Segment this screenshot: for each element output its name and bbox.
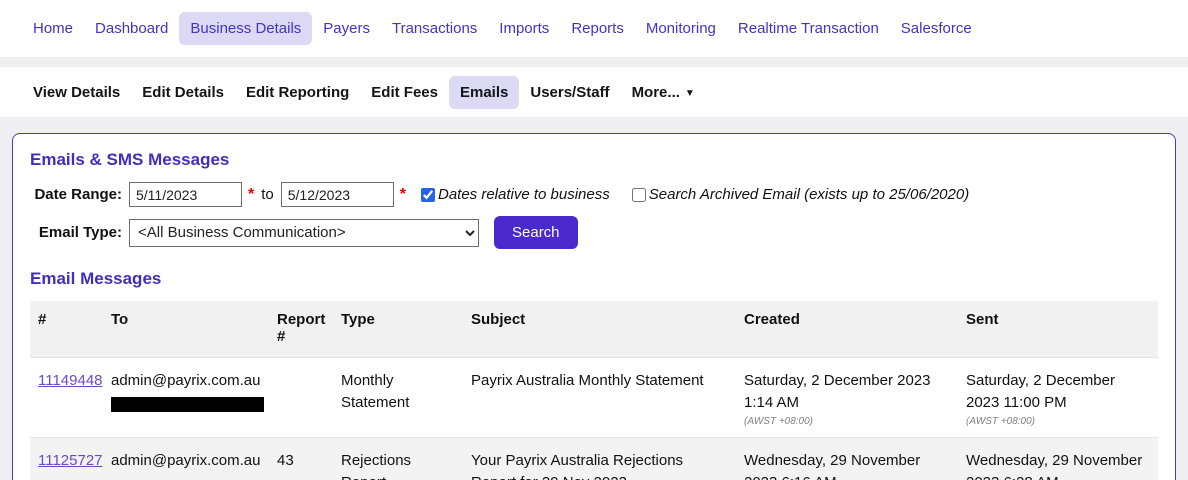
cell-created: Saturday, 2 December 2023 1:14 AM — [744, 372, 931, 411]
cell-to: admin@payrix.com.au — [111, 372, 261, 389]
checkbox-label[interactable]: Search Archived Email (exists up to 25/0… — [648, 186, 970, 203]
checkbox-group: Dates relative to business Search Archive… — [413, 186, 969, 203]
top-nav-item-realtime-transaction[interactable]: Realtime Transaction — [737, 20, 879, 37]
checkbox-label[interactable]: Dates relative to business — [437, 186, 610, 203]
column-header-type: Type — [341, 311, 375, 328]
sub-nav-item-edit-fees[interactable]: Edit Fees — [371, 83, 438, 101]
email-messages-title: Email Messages — [30, 269, 162, 288]
panel-title: Emails & SMS Messages — [30, 150, 230, 169]
cell-sent: Saturday, 2 December 2023 11:00 PM — [966, 372, 1115, 411]
cell-report-number — [269, 357, 333, 438]
top-nav-item-salesforce[interactable]: Salesforce — [900, 20, 972, 37]
top-nav-item-business-details[interactable]: Business Details — [179, 12, 313, 45]
required-marker: * — [248, 185, 255, 203]
table-header-row: # To Report # Type Subject Created Sent — [30, 301, 1158, 358]
column-header-report: Report # — [277, 311, 326, 345]
sub-nav-item-edit-reporting[interactable]: Edit Reporting — [245, 83, 350, 101]
email-messages-table: # To Report # Type Subject Created Sent 111494… — [30, 301, 1158, 480]
date-range-label: Date Range: — [34, 186, 122, 203]
redacted-recipient — [111, 396, 264, 412]
emails-sms-panel: Emails & SMS Messages Date Range: * to *… — [12, 133, 1176, 480]
message-id-link[interactable]: 11149448 — [38, 372, 103, 389]
date-range-row: Date Range: * to * Dates relative to bus… — [30, 182, 1158, 207]
dates-relative-to-business-checkbox[interactable] — [420, 187, 435, 202]
cell-report-number: 43 — [269, 437, 333, 480]
column-header-: # — [38, 311, 47, 328]
top-nav-item-dashboard[interactable]: Dashboard — [95, 20, 169, 37]
cell-sent: Wednesday, 29 November 2023 6:28 AM — [966, 452, 1143, 480]
email-type-label: Email Type: — [38, 224, 122, 241]
column-header-sent: Sent — [966, 311, 999, 328]
cell-created: Wednesday, 29 November 2023 6:16 AM — [744, 452, 921, 480]
to-label: to — [261, 186, 274, 203]
sub-nav-item-more[interactable]: More... ▼ — [631, 83, 695, 101]
column-header-subject: Subject — [471, 311, 526, 328]
top-nav-item-home[interactable]: Home — [33, 20, 74, 37]
cell-subject: Payrix Australia Monthly Statement — [463, 357, 736, 438]
sub-nav-item-view-details[interactable]: View Details — [33, 83, 121, 101]
top-nav-item-reports[interactable]: Reports — [571, 20, 624, 37]
caret-down-icon: ▼ — [684, 87, 695, 99]
table-row: 11125727 admin@payrix.com.au 43 Rejections … — [30, 437, 1158, 480]
business-details-sub-navigation: View Details Edit Details Edit Reporting Ed… — [0, 67, 1188, 117]
column-header-created: Created — [744, 311, 800, 328]
cell-subject: Your Payrix Australia Rejections Report … — [463, 437, 736, 480]
message-id-link[interactable]: 11125727 — [38, 452, 103, 469]
top-nav-item-imports[interactable]: Imports — [499, 20, 550, 37]
cell-type: Rejections Report — [333, 437, 463, 480]
top-navigation: Home Dashboard Business Details Payers Trans… — [0, 0, 1188, 57]
sub-nav-item-users-staff[interactable]: Users/Staff — [530, 83, 610, 101]
checkbox-row-search-archived-email-exists-u: Search Archived Email (exists up to 25/0… — [631, 186, 970, 203]
date-to-input[interactable] — [280, 182, 394, 207]
search-button[interactable]: Search — [494, 216, 578, 249]
cell-created-timezone: (AWST +08:00) — [744, 415, 814, 427]
search-archived-email-exists-u-checkbox[interactable] — [631, 187, 646, 202]
date-from-input[interactable] — [129, 182, 242, 207]
table-row: 11149448 admin@payrix.com.au Monthly State… — [30, 357, 1158, 438]
email-type-row: Email Type: <All Business Communication>… — [30, 216, 1158, 249]
top-nav-item-payers[interactable]: Payers — [323, 20, 370, 37]
required-marker: * — [399, 185, 406, 203]
cell-to: admin@payrix.com.au — [111, 452, 261, 469]
column-header-to: To — [111, 311, 129, 328]
sub-nav-item-edit-details[interactable]: Edit Details — [142, 83, 224, 101]
top-nav-item-transactions[interactable]: Transactions — [391, 20, 478, 37]
checkbox-row-dates-relative-to-business: Dates relative to business — [420, 186, 610, 203]
sub-nav-item-emails[interactable]: Emails — [448, 75, 520, 109]
top-nav-item-monitoring[interactable]: Monitoring — [645, 20, 716, 37]
cell-sent-timezone: (AWST +08:00) — [966, 415, 1036, 427]
cell-type: Monthly Statement — [333, 357, 463, 438]
email-type-select[interactable]: <All Business Communication> — [129, 218, 479, 247]
